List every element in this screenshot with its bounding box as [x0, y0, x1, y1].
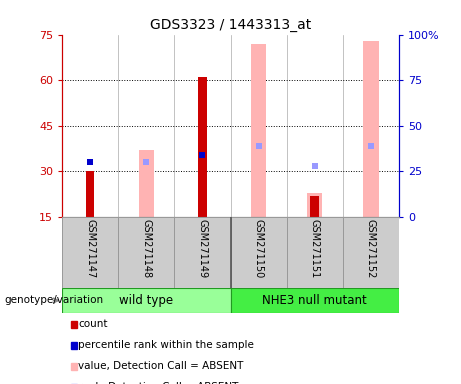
Bar — [138, 150, 154, 217]
Text: value, Detection Call = ABSENT: value, Detection Call = ABSENT — [78, 361, 243, 371]
Bar — [62, 217, 118, 288]
Text: wild type: wild type — [119, 294, 173, 307]
Title: GDS3323 / 1443313_at: GDS3323 / 1443313_at — [150, 18, 311, 32]
Bar — [174, 217, 230, 288]
Bar — [230, 288, 399, 313]
Bar — [86, 171, 95, 217]
Text: GSM271149: GSM271149 — [197, 219, 207, 278]
Bar — [343, 217, 399, 288]
Bar — [287, 217, 343, 288]
Bar — [230, 217, 287, 288]
Bar — [198, 77, 207, 217]
Text: GSM271152: GSM271152 — [366, 219, 376, 278]
Text: GSM271151: GSM271151 — [310, 219, 319, 278]
Text: percentile rank within the sample: percentile rank within the sample — [78, 340, 254, 350]
Bar — [251, 44, 266, 217]
Text: count: count — [78, 319, 107, 329]
Bar — [363, 41, 378, 217]
Text: GSM271147: GSM271147 — [85, 219, 95, 278]
Bar — [307, 193, 323, 217]
Text: NHE3 null mutant: NHE3 null mutant — [262, 294, 367, 307]
Text: genotype/variation: genotype/variation — [5, 295, 104, 306]
Bar — [62, 288, 230, 313]
Bar — [118, 217, 174, 288]
Bar — [310, 196, 319, 217]
Text: GSM271148: GSM271148 — [142, 219, 151, 278]
Text: rank, Detection Call = ABSENT: rank, Detection Call = ABSENT — [78, 382, 238, 384]
Text: GSM271150: GSM271150 — [254, 219, 264, 278]
